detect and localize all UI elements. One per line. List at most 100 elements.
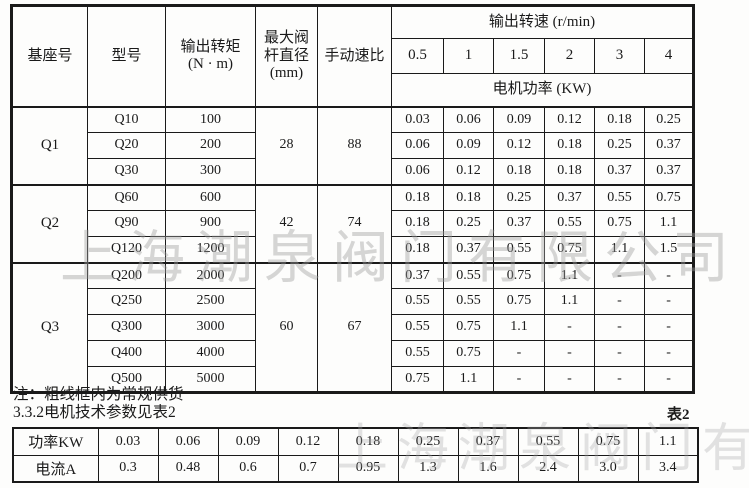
power-cell: 0.12 [544,105,595,133]
power-cell: 0.37 [493,210,545,237]
power-cell: 0.25 [594,132,645,159]
notes-block: 注：粗线框内为常规供货 3.3.2电机技术参数见表2 [13,386,184,422]
model-cell: Q500 [87,366,166,393]
speed-col-2: 2 [544,38,595,74]
stem-cell: 60 [255,261,318,393]
power-cell: 0.18 [493,158,545,185]
model-cell: Q300 [87,314,166,341]
power-cell: 0.03 [391,105,444,133]
power-cell: 0.75 [643,183,695,211]
power-cell: - [544,340,595,367]
power-cell: - [493,366,545,393]
torque-cell: 3000 [165,314,256,341]
table-row: Q3 Q200 2000 60 67 0.37 0.55 0.75 1.1 - … [11,261,695,393]
power-cell: 0.18 [391,236,444,263]
current-a-cell: 2.4 [517,454,579,483]
table-row: Q30 300 0.06 0.12 0.18 0.18 0.37 0.37 [12,158,695,185]
power-cell: - [594,340,645,367]
base-q1: Q1 [11,105,88,185]
ratio-cell: 67 [317,261,392,393]
base-q3: Q3 [11,261,88,393]
torque-cell: 2500 [165,288,256,315]
power-cell: 0.75 [443,314,494,341]
note-standard-supply: 注：粗线框内为常规供货 [13,386,184,403]
power-cell: 0.55 [443,288,494,315]
power-cell: 1.1 [643,210,695,237]
power-cell: - [544,366,595,393]
power-cell: - [493,340,545,367]
stem-cell: 42 [255,183,318,263]
power-cell: 1.1 [594,236,645,263]
power-cell: 0.18 [544,158,595,185]
power-cell: - [594,314,645,341]
header-motor-power: 电机功率 (KW) [390,73,695,107]
power-cell: - [643,288,695,315]
torque-cell: 600 [165,183,256,211]
current-a-cell: 1.6 [457,454,519,483]
power-cell: 0.09 [493,105,545,133]
power-cell: 1.1 [493,314,545,341]
current-a-cell: 1.3 [397,454,459,483]
torque-cell: 2000 [165,261,256,289]
table-row: Q1 Q10 100 28 88 0.03 0.06 0.09 0.12 0.1… [11,105,695,185]
power-kw-cell: 0.55 [517,427,579,456]
motor-parameter-table: 功率KW 0.03 0.06 0.09 0.12 0.18 0.25 0.37 … [12,427,699,483]
power-cell: 0.75 [493,261,545,289]
table-row: 功率KW 0.03 0.06 0.09 0.12 0.18 0.25 0.37 … [12,427,699,456]
torque-cell: 900 [165,210,256,237]
speed-col-0.5: 0.5 [391,38,444,74]
table-row: 电流A 0.3 0.48 0.6 0.7 0.95 1.3 1.6 2.4 3.… [12,454,699,483]
power-cell: 0.37 [544,183,595,211]
speed-col-1: 1 [443,38,494,74]
table-row: Q250 2500 0.55 0.55 0.75 1.1 - - [12,288,695,315]
header-output-speed: 输出转速 (r/min) [390,5,695,39]
current-a-cell: 0.7 [277,454,339,483]
model-cell: Q400 [87,340,166,367]
table-row: Q120 1200 0.18 0.37 0.55 0.75 1.1 1.5 [12,236,695,263]
power-cell: - [594,261,645,289]
power-row-label: 功率KW [12,427,99,456]
table-row: Q2 Q60 600 42 74 0.18 0.18 0.25 0.37 0.5… [11,183,695,263]
power-cell: 0.55 [493,236,545,263]
header-output-torque: 输出转矩 (N · m) [165,5,256,107]
model-cell: Q10 [87,105,166,133]
model-cell: Q200 [87,261,166,289]
power-cell: 0.55 [544,210,595,237]
power-cell-standard: 0.75 [391,366,444,393]
speed-col-4: 4 [643,38,695,74]
power-cell: 0.06 [391,158,444,185]
speed-col-3: 3 [594,38,645,74]
power-cell: 0.18 [391,210,444,237]
power-kw-cell: 0.03 [97,427,159,456]
current-a-cell: 3.0 [577,454,639,483]
power-cell-standard: 0.37 [391,261,444,289]
stem-cell: 28 [255,105,318,185]
power-cell-standard: 0.55 [391,314,444,341]
power-kw-cell: 0.37 [457,427,519,456]
power-cell-standard: 0.09 [443,132,494,159]
table-row: Q20 200 0.06 0.09 0.12 0.18 0.25 0.37 [12,132,695,159]
current-row-label: 电流A [12,454,99,483]
power-cell: - [594,288,645,315]
power-cell: - [594,366,645,393]
current-a-cell: 0.95 [337,454,399,483]
torque-cell: 4000 [165,340,256,367]
table2-label: 表2 [667,407,690,423]
model-cell: Q120 [87,236,166,263]
power-cell: 0.18 [544,132,595,159]
table-row: Q500 5000 0.75 1.1 - - - - [12,366,695,393]
power-cell: 0.75 [443,340,494,367]
power-cell: 1.1 [544,288,595,315]
power-cell: - [643,261,695,289]
power-cell-standard: 0.18 [443,183,494,211]
current-a-cell: 0.6 [217,454,279,483]
torque-cell: 100 [165,105,256,133]
torque-cell: 5000 [165,366,256,393]
power-cell: - [544,314,595,341]
header-model: 型号 [87,5,166,107]
power-cell: 0.18 [594,105,645,133]
power-cell-standard: 0.06 [443,105,494,133]
model-cell: Q30 [87,158,166,185]
power-kw-cell: 0.18 [337,427,399,456]
